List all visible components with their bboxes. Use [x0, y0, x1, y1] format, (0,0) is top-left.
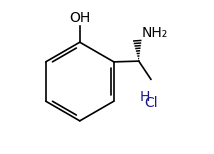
Text: OH: OH [69, 11, 90, 25]
Text: NH₂: NH₂ [142, 26, 168, 40]
Text: H: H [140, 90, 150, 104]
Text: Cl: Cl [144, 96, 158, 110]
